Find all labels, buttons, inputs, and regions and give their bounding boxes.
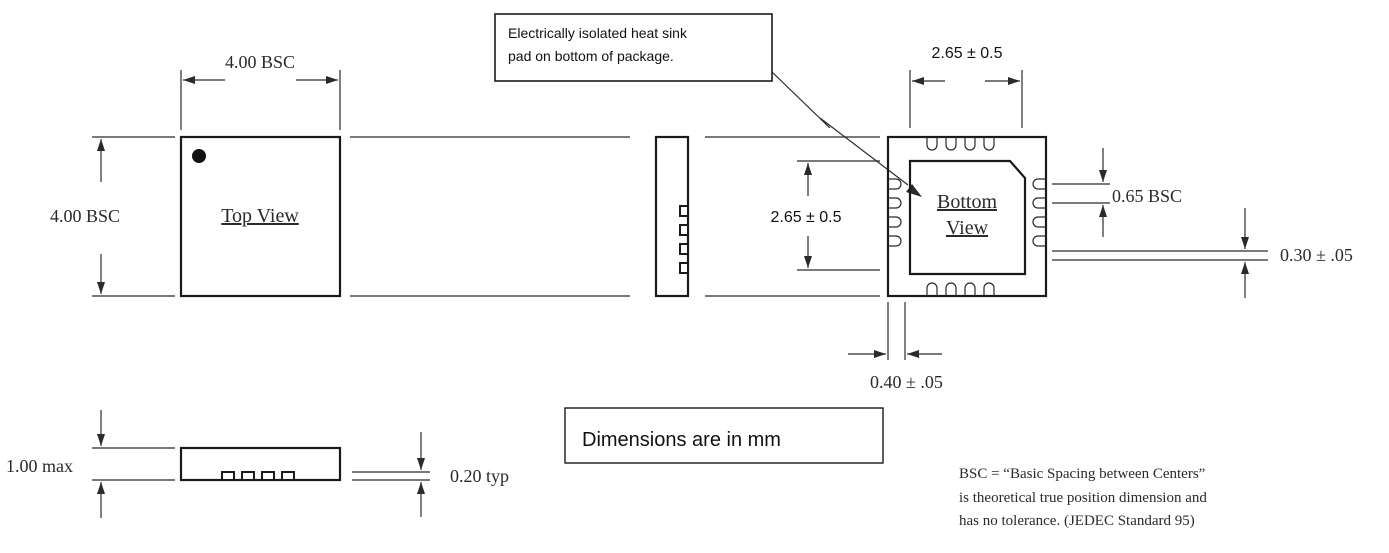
arrow-down-icon	[804, 256, 812, 268]
callout-box	[494, 13, 773, 82]
arrow-right-icon	[874, 350, 886, 358]
height-label: 1.00 max	[6, 456, 73, 476]
pitch-label: 0.65 BSC	[1112, 186, 1182, 206]
bottom-view: Bottom View	[886, 135, 1048, 298]
units-box	[564, 407, 884, 464]
top-width-label: 4.00 BSC	[225, 52, 295, 72]
standoff-dimension: 0.20 typ	[352, 432, 509, 517]
pad-height-dimension: 2.65 ± 0.5	[770, 160, 880, 271]
top-view-outline	[179, 135, 342, 298]
arrow-up-icon	[97, 482, 105, 494]
pad-width-label: 2.65 ± 0.5	[931, 45, 1002, 62]
callout-text-2: pad on bottom of package.	[508, 48, 674, 64]
arrow-down-icon	[1241, 237, 1249, 249]
lead-width-dimension: 0.30 ± .05	[1052, 208, 1353, 298]
note-line-1: BSC = “Basic Spacing between Centers”	[959, 466, 1205, 482]
side-lead	[679, 224, 689, 236]
arrow-down-icon	[97, 282, 105, 294]
heat-sink-callout: Electrically isolated heat sink pad on b…	[494, 13, 922, 197]
side-view-horizontal	[179, 446, 342, 482]
arrow-right-icon	[326, 76, 338, 84]
side-view-h-outline	[179, 446, 342, 482]
bottom-pad	[964, 282, 976, 296]
heat-sink-pad	[908, 159, 1027, 276]
callout-leader	[771, 71, 909, 186]
bottom-pad	[926, 137, 938, 151]
pad-height-label: 2.65 ± 0.5	[770, 209, 841, 226]
arrow-up-icon	[1241, 262, 1249, 274]
bottom-pad	[1032, 178, 1046, 190]
bottom-pad	[888, 197, 902, 209]
side-lead	[281, 471, 295, 481]
side-lead	[241, 471, 255, 481]
side-lead	[221, 471, 235, 481]
arrow-up-icon	[417, 482, 425, 494]
side-view	[654, 135, 690, 298]
top-height-label: 4.00 BSC	[50, 206, 120, 226]
bottom-pad	[983, 282, 995, 296]
arrow-left-icon	[183, 76, 195, 84]
arrow-left-icon	[907, 350, 919, 358]
bottom-pad	[888, 216, 902, 228]
side-lead	[679, 262, 689, 274]
units-label: Dimensions are in mm	[582, 429, 781, 451]
bottom-pad	[945, 137, 957, 151]
arrow-down-icon	[1099, 170, 1107, 182]
top-view: Top View	[179, 135, 342, 298]
bottom-pad	[983, 137, 995, 151]
side-lead	[679, 205, 689, 217]
callout-text-1: Electrically isolated heat sink	[508, 25, 688, 41]
bsc-note: BSC = “Basic Spacing between Centers” is…	[959, 466, 1207, 529]
arrow-up-icon	[97, 139, 105, 151]
side-lead	[261, 471, 275, 481]
lead-length-dimension: 0.40 ± .05	[848, 302, 943, 392]
bottom-pad	[888, 235, 902, 247]
bottom-pad	[1032, 197, 1046, 209]
arrow-down-icon	[417, 458, 425, 470]
top-width-dimension: 4.00 BSC	[180, 52, 341, 130]
units-note: Dimensions are in mm	[564, 407, 884, 464]
note-line-2: is theoretical true position dimension a…	[959, 490, 1207, 506]
callout-arrow-icon	[906, 184, 922, 197]
side-lead	[679, 243, 689, 255]
note-line-3: has no tolerance. (JEDEC Standard 95)	[959, 513, 1195, 529]
bottom-pad	[1032, 216, 1046, 228]
bottom-pad	[945, 282, 957, 296]
bottom-pad	[964, 137, 976, 151]
lead-length-label: 0.40 ± .05	[870, 372, 943, 392]
arrow-down-icon	[97, 434, 105, 446]
arrow-up-icon	[804, 163, 812, 175]
bottom-pad	[888, 178, 902, 190]
standoff-label: 0.20 typ	[450, 466, 509, 486]
lead-width-label: 0.30 ± .05	[1280, 245, 1353, 265]
bottom-pad	[926, 282, 938, 296]
pad-width-dimension: 2.65 ± 0.5	[909, 45, 1023, 128]
pin1-marker-icon	[192, 149, 206, 163]
arrow-left-icon	[912, 77, 924, 85]
arrow-up-icon	[1099, 205, 1107, 217]
arrow-right-icon	[1008, 77, 1020, 85]
height-dimension: 1.00 max	[6, 410, 175, 518]
bottom-view-label-1: Bottom	[937, 191, 997, 213]
top-view-label: Top View	[221, 205, 299, 227]
bottom-pad	[1032, 235, 1046, 247]
bottom-view-label-2: View	[946, 217, 989, 239]
top-height-dimension: 4.00 BSC	[50, 136, 175, 297]
pitch-dimension: 0.65 BSC	[1052, 148, 1182, 237]
